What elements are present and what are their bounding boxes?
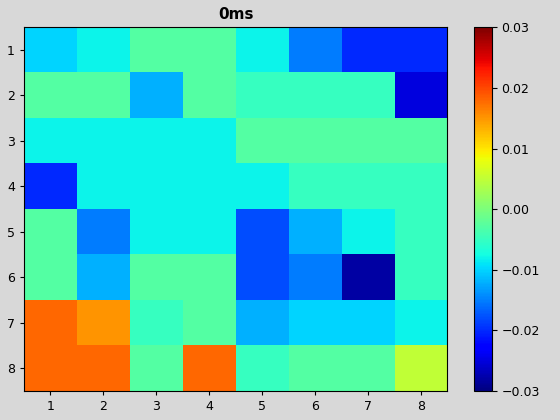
Title: 0ms: 0ms [218,7,253,22]
